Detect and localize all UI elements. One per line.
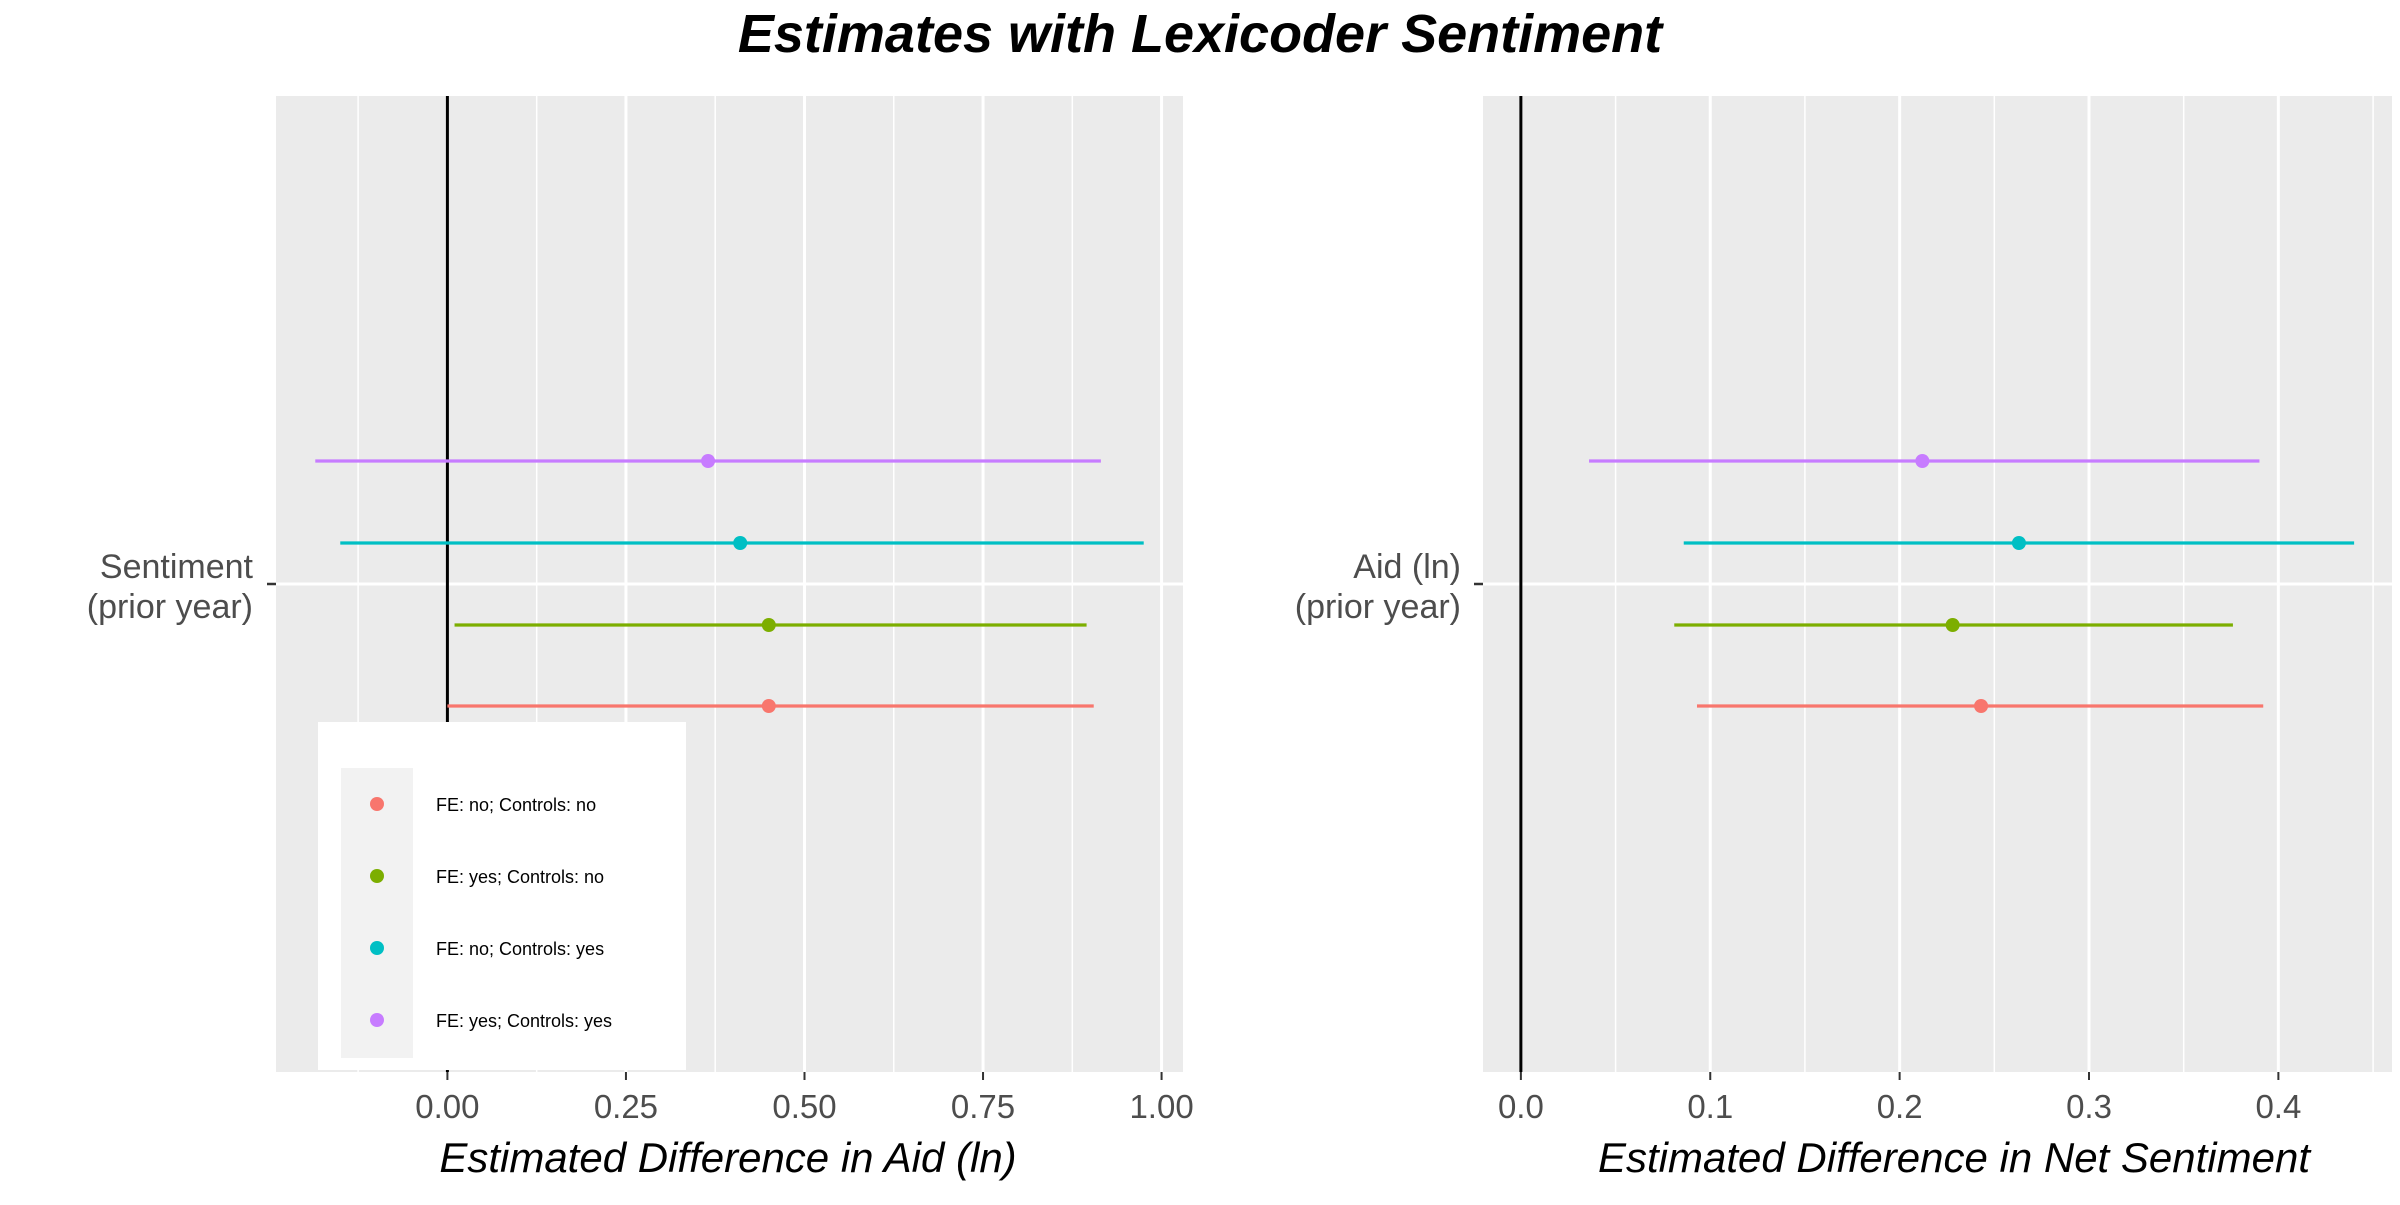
legend-label-1: FE: no; Controls: no xyxy=(436,795,596,815)
x-tick-label: 0.3 xyxy=(2066,1088,2112,1125)
legend-label-4: FE: yes; Controls: yes xyxy=(436,1011,612,1031)
legend-key-background xyxy=(341,768,413,1058)
legend-key-3 xyxy=(370,941,384,955)
right-panel: 0.0 0.1 0.2 0.3 0.4 xyxy=(1474,96,2392,1125)
point-estimate-3 xyxy=(2011,536,2026,550)
x-tick-label: 1.00 xyxy=(1129,1088,1193,1125)
x-tick-label: 0.75 xyxy=(951,1088,1015,1125)
legend-key-4 xyxy=(370,1013,384,1027)
legend-key-2 xyxy=(370,869,384,883)
x-tick-label: 0.4 xyxy=(2255,1088,2301,1125)
legend-key-1 xyxy=(370,797,384,811)
left-y-tick-label-line1: Sentiment xyxy=(100,548,254,586)
left-y-tick-label-line2: (prior year) xyxy=(87,588,253,626)
point-estimate-3 xyxy=(733,536,748,550)
point-estimate-4 xyxy=(1915,454,1930,468)
right-x-axis-label: Estimated Difference in Net Sentiment xyxy=(1598,1134,2312,1181)
x-tick-label: 0.25 xyxy=(594,1088,658,1125)
point-estimate-1 xyxy=(1974,699,1989,713)
x-tick-label: 0.1 xyxy=(1687,1088,1733,1125)
x-tick-label: 0.0 xyxy=(1498,1088,1544,1125)
right-y-tick-label-line2: (prior year) xyxy=(1295,588,1461,626)
legend-label-2: FE: yes; Controls: no xyxy=(436,867,604,887)
x-tick-label: 0.50 xyxy=(772,1088,836,1125)
legend: FE: no; Controls: no FE: yes; Controls: … xyxy=(318,722,686,1070)
right-y-tick-label-line1: Aid (ln) xyxy=(1353,548,1461,586)
x-tick-label: 0.00 xyxy=(415,1088,479,1125)
point-estimate-1 xyxy=(761,699,776,713)
legend-label-3: FE: no; Controls: yes xyxy=(436,939,604,959)
point-estimate-2 xyxy=(761,618,776,632)
left-x-axis-label: Estimated Difference in Aid (ln) xyxy=(439,1134,1016,1181)
point-estimate-2 xyxy=(1945,618,1960,632)
x-tick-label: 0.2 xyxy=(1877,1088,1923,1125)
point-estimate-4 xyxy=(701,454,716,468)
chart-title: Estimates with Lexicoder Sentiment xyxy=(738,4,1664,64)
